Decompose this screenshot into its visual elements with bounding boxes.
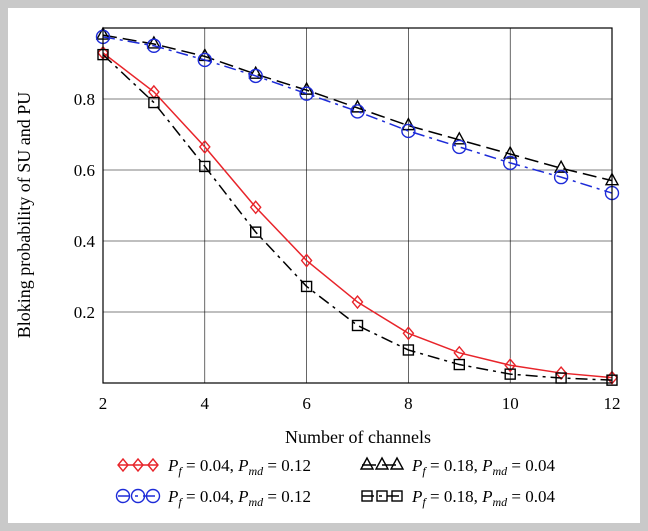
legend-item-circle: Pf = 0.04, Pmd = 0.12 (115, 487, 311, 509)
data-point-diamond (555, 365, 568, 381)
legend-marker-diamond (117, 457, 129, 473)
data-point-diamond (402, 326, 415, 341)
data-point-diamond (249, 200, 262, 215)
data-point-circle (197, 52, 213, 68)
y-tick-label: 0.6 (74, 161, 95, 180)
data-point-square (300, 280, 313, 293)
legend-marker-triangle (359, 456, 375, 470)
series-line-triangle (102, 34, 613, 182)
data-point-diamond (504, 358, 517, 373)
x-tick-label: 8 (404, 394, 413, 413)
legend-item-diamond: Pf = 0.04, Pmd = 0.12 (117, 456, 311, 478)
series-diamond (97, 45, 618, 385)
legend-marker-square (376, 490, 388, 502)
data-point-diamond (453, 345, 466, 360)
series-triangle (95, 26, 620, 186)
legend-marker-circle (130, 488, 146, 504)
y-tick-label: 0.8 (74, 90, 95, 109)
data-point-circle (350, 104, 365, 119)
legend-marker-triangle (389, 456, 405, 470)
data-point-triangle (401, 117, 416, 131)
legend-marker-diamond (132, 457, 144, 473)
data-point-circle (401, 123, 416, 139)
data-point-circle (452, 139, 467, 155)
data-point-circle (146, 38, 162, 53)
legend-marker-triangle (374, 456, 390, 470)
data-point-diamond (198, 139, 211, 155)
legend-label: Pf = 0.18, Pmd = 0.04 (411, 456, 555, 478)
data-point-square (453, 358, 465, 371)
data-point-square (249, 226, 262, 238)
data-point-circle (503, 155, 518, 171)
legend-label: Pf = 0.18, Pmd = 0.04 (411, 487, 555, 509)
data-point-triangle (503, 145, 518, 159)
series-line-circle (102, 36, 613, 194)
data-point-circle (248, 68, 263, 84)
y-tick-label: 0.2 (74, 303, 95, 322)
x-tick-label: 12 (604, 394, 621, 413)
x-tick-label: 10 (502, 394, 519, 413)
series-line-square (102, 54, 613, 381)
data-point-circle (553, 169, 569, 185)
plot-area (102, 27, 613, 384)
legend-label: Pf = 0.04, Pmd = 0.12 (167, 456, 311, 478)
data-point-square (402, 344, 415, 356)
data-point-circle (299, 86, 314, 101)
x-tick-label: 6 (302, 394, 311, 413)
data-point-triangle (146, 35, 162, 49)
grid (102, 28, 613, 383)
data-point-diamond (351, 294, 364, 310)
y-tick-label: 0.4 (74, 232, 96, 251)
legend-item-triangle: Pf = 0.18, Pmd = 0.04 (359, 456, 555, 478)
data-point-square (351, 319, 364, 332)
series-line-diamond (102, 52, 613, 379)
data-point-triangle (553, 159, 569, 173)
x-axis-label: Number of channels (285, 427, 431, 447)
tick-labels: 2 4 6 8 10 12 0.2 0.4 0.6 0.8 (74, 90, 621, 413)
legend-label: Pf = 0.04, Pmd = 0.12 (167, 487, 311, 509)
y-axis-label: Bloking probability of SU and PU (14, 92, 34, 339)
series-square (97, 48, 618, 386)
legend-marker-circle (145, 488, 161, 504)
legend-marker-square (391, 490, 403, 502)
x-tick-label: 4 (201, 394, 210, 413)
data-point-square (148, 96, 160, 109)
x-tick-label: 2 (99, 394, 108, 413)
legend-item-square: Pf = 0.18, Pmd = 0.04 (361, 487, 555, 509)
legend: Pf = 0.04, Pmd = 0.12 Pf = 0.18, Pmd = 0.… (115, 456, 555, 509)
data-point-square (504, 368, 516, 380)
legend-marker-diamond (147, 457, 159, 473)
data-point-square (199, 160, 211, 173)
legend-marker-circle (115, 488, 131, 504)
data-point-triangle (248, 65, 263, 79)
legend-marker-square (361, 490, 373, 502)
data-point-diamond (300, 253, 313, 268)
data-point-triangle (452, 131, 467, 145)
series-layer (95, 26, 620, 386)
